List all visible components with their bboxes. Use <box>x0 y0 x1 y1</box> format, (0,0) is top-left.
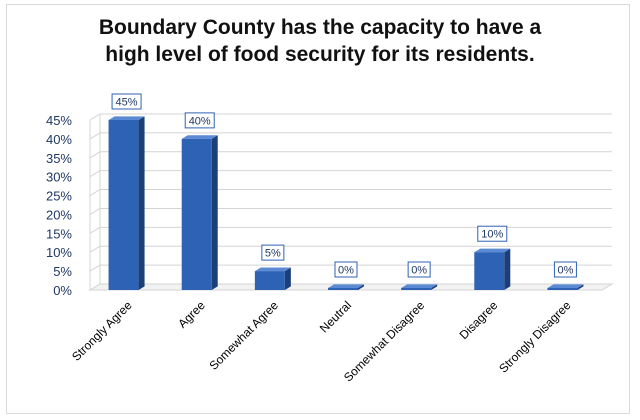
data-label-box <box>553 261 577 278</box>
y-tick-label: 10% <box>46 245 72 260</box>
bar-top <box>474 248 511 253</box>
x-category-label: Disagree <box>457 298 501 342</box>
gridline-depth <box>89 170 101 178</box>
y-tick-label: 0% <box>53 283 72 298</box>
gridline-depth <box>89 264 101 272</box>
y-tick-label: 25% <box>46 189 72 204</box>
y-tick-label: 5% <box>53 264 72 279</box>
y-tick-label: 20% <box>46 207 72 222</box>
bar <box>401 288 432 290</box>
bar-top <box>254 267 291 272</box>
bar <box>328 288 358 290</box>
data-label: 45% <box>116 97 138 109</box>
data-label: 10% <box>481 229 503 241</box>
y-tick-label: 30% <box>46 170 72 185</box>
x-category-label: Agree <box>175 298 208 331</box>
bar <box>108 120 139 290</box>
x-category-label: Strongly Disagree <box>496 298 574 376</box>
data-label-box <box>184 112 215 129</box>
gridline-depth <box>89 113 101 121</box>
data-label: 40% <box>189 115 211 127</box>
data-label-box <box>334 261 358 278</box>
x-category-label: Neutral <box>317 298 354 335</box>
data-label: 0% <box>338 265 354 277</box>
bar-top <box>547 284 584 288</box>
chart-title: Boundary County has the capacity to have… <box>0 14 640 68</box>
gridline-depth <box>89 132 101 140</box>
chart-title-line-2: high level of food security for its resi… <box>105 43 535 66</box>
y-tick-label: 15% <box>46 226 72 241</box>
gridline-depth <box>89 208 101 215</box>
bar-top <box>181 135 218 139</box>
bar-top <box>108 116 145 120</box>
bar-top <box>328 284 364 288</box>
bar <box>181 138 212 290</box>
y-tick-label: 40% <box>46 132 72 147</box>
data-label-box <box>111 93 142 110</box>
bar-side <box>284 267 291 290</box>
gridline-depth <box>89 245 101 253</box>
data-label-box <box>407 261 431 278</box>
y-tick-label: 35% <box>46 151 72 166</box>
bar-top <box>401 284 438 288</box>
bar <box>547 288 578 290</box>
gridline-depth <box>89 189 101 196</box>
data-label-box <box>261 244 285 261</box>
chart-title-line-1: Boundary County has the capacity to have… <box>98 16 542 39</box>
bar <box>254 271 285 290</box>
gridline-depth <box>89 226 101 234</box>
gridline-depth <box>89 151 101 159</box>
bar-side <box>577 284 584 290</box>
x-category-label: Strongly Agree <box>69 298 135 364</box>
x-category-label: Somewhat Agree <box>206 298 281 373</box>
bar-side <box>431 284 438 290</box>
x-category-label: Somewhat Disagree <box>341 298 428 385</box>
bar <box>474 252 505 290</box>
data-label: 0% <box>557 265 573 277</box>
bar-side <box>138 116 145 291</box>
data-label: 5% <box>265 248 281 260</box>
data-label-box <box>477 225 508 242</box>
bar-side <box>358 284 364 290</box>
bar-side <box>211 135 218 290</box>
bar-side <box>504 248 511 290</box>
data-label: 0% <box>411 265 427 277</box>
y-tick-label: 45% <box>46 113 72 128</box>
